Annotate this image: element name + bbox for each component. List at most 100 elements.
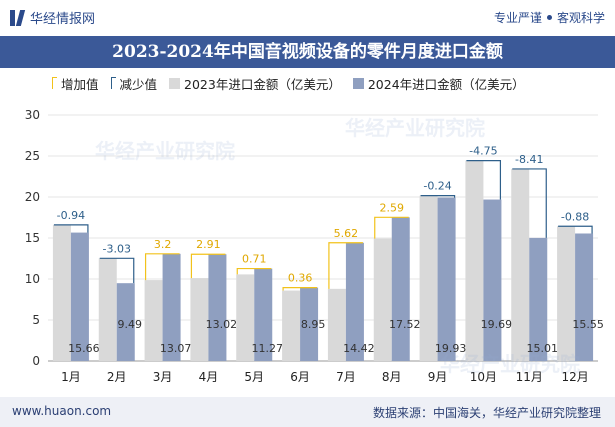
huajing-logo-icon [10, 9, 24, 26]
value-label-2024-11: 15.01 [527, 342, 559, 355]
change-bracket-9 [420, 195, 456, 198]
series-2023-swatch-icon [169, 77, 181, 89]
top-bar: 华经情报网 专业严谨 客观科学 [0, 0, 615, 36]
bar-2023-12 [557, 226, 576, 361]
value-label-2024-12: 15.55 [572, 318, 604, 331]
change-label-12: -0.88 [561, 210, 589, 223]
change-label-5: 0.71 [242, 253, 267, 266]
bar-2024-2 [116, 283, 135, 361]
change-label-3: 3.2 [154, 238, 172, 251]
legend-2024: 2024年进口金额（亿美元） [352, 74, 525, 93]
x-tick-label-10: 10月 [470, 370, 497, 384]
chart-legend: 增加值 减少值 2023年进口金额（亿美元） 2024年进口金额（亿美元） [52, 73, 537, 93]
y-tick-label-0: 0 [32, 354, 40, 368]
bar-2023-6 [282, 290, 301, 361]
x-tick-label-11: 11月 [516, 370, 543, 384]
legend-2023-label: 2023年进口金额（亿美元） [184, 76, 341, 92]
bar-chart: 0 5 10 15 20 25 30 -0.94 15.66 1月 -3.03 9.49 2月 3.2 13… [25, 108, 604, 384]
bar-2023-11 [511, 168, 530, 361]
bar-2024-11 [529, 237, 548, 361]
change-bracket-5 [236, 267, 272, 275]
x-tick-label-5: 5月 [244, 370, 264, 384]
legend-2024-label: 2024年进口金额（亿美元） [367, 76, 525, 92]
x-tick-label-9: 9月 [428, 370, 448, 384]
x-tick-label-4: 4月 [199, 370, 219, 384]
change-bracket-1 [53, 224, 89, 233]
value-label-2024-4: 13.02 [206, 318, 238, 331]
bar-2023-5 [236, 274, 255, 361]
change-label-4: 2.91 [196, 238, 221, 251]
legend-decrease: 减少值 [110, 74, 158, 93]
value-label-2024-2: 9.49 [118, 318, 143, 331]
change-bracket-11 [512, 168, 547, 238]
change-bracket-7 [328, 242, 363, 289]
change-bracket-8 [374, 216, 409, 239]
bar-2024-4 [208, 254, 227, 361]
bar-2023-10 [465, 160, 484, 361]
y-tick-label-20: 20 [25, 190, 40, 204]
x-tick-label-2: 2月 [107, 370, 127, 384]
change-label-11: -8.41 [515, 153, 543, 166]
y-tick-label-30: 30 [25, 108, 40, 122]
bar-2024-6 [300, 287, 319, 361]
change-label-1: -0.94 [57, 209, 85, 222]
decrease-swatch-icon [110, 77, 116, 89]
change-label-9: -0.24 [423, 180, 451, 193]
value-label-2024-8: 17.52 [389, 318, 421, 331]
bar-2024-9 [437, 197, 456, 361]
bar-2024-10 [483, 199, 502, 361]
change-bracket-4 [190, 253, 226, 279]
slogan-left: 专业严谨 [493, 11, 542, 25]
legend-increase: 增加值 [52, 74, 99, 93]
change-label-2: -3.03 [103, 242, 131, 255]
bar-2024-7 [345, 242, 364, 361]
bar-2023-9 [419, 195, 438, 361]
footer-source: 数据来源：中国海关，华经产业研究院整理 [372, 406, 601, 420]
bar-2024-5 [254, 268, 273, 361]
change-label-7: 5.62 [334, 227, 359, 240]
value-label-2024-1: 15.66 [68, 342, 100, 355]
value-label-2024-7: 14.42 [343, 342, 375, 355]
y-tick-label-5: 5 [32, 313, 40, 327]
change-label-6: 0.36 [288, 272, 313, 285]
chart-title: 2023-2024年中国音视频设备的零件月度进口金额 [0, 36, 615, 68]
footer: www.huaon.com 数据来源：中国海关，华经产业研究院整理 [0, 397, 615, 427]
slogan-right: 客观科学 [556, 11, 605, 25]
y-tick-label-15: 15 [25, 231, 40, 245]
brand: 华经情报网 [10, 8, 95, 27]
change-label-8: 2.59 [380, 201, 405, 214]
bar-2023-4 [190, 278, 209, 361]
increase-swatch-icon [52, 77, 57, 89]
bar-2024-8 [391, 217, 410, 361]
slogan: 专业严谨 客观科学 [494, 9, 605, 26]
bar-2023-2 [98, 258, 117, 361]
change-bracket-2 [99, 257, 135, 284]
value-label-2024-3: 13.07 [160, 342, 192, 355]
bar-2024-1 [70, 232, 89, 361]
bar-2023-3 [144, 280, 163, 361]
change-bracket-6 [282, 287, 318, 291]
value-label-2024-9: 19.93 [435, 342, 467, 355]
x-tick-label-6: 6月 [290, 370, 310, 384]
y-tick-label-10: 10 [25, 272, 40, 286]
x-tick-label-12: 12月 [561, 370, 588, 384]
footer-site: www.huaon.com [12, 404, 112, 418]
legend-decrease-label: 减少值 [119, 76, 158, 92]
series-2024-swatch-icon [352, 77, 364, 89]
bar-2023-8 [373, 238, 392, 361]
legend-2023: 2023年进口金额（亿美元） [169, 74, 341, 93]
x-tick-label-1: 1月 [61, 370, 81, 384]
y-tick-label-25: 25 [25, 149, 40, 163]
change-label-10: -4.75 [469, 145, 497, 158]
value-label-2024-5: 11.27 [252, 342, 284, 355]
bar-2024-12 [575, 233, 594, 361]
brand-name: 华经情报网 [30, 12, 96, 27]
x-tick-label-7: 7月 [336, 370, 356, 384]
x-tick-label-8: 8月 [382, 370, 402, 384]
bar-2024-3 [162, 253, 181, 361]
change-bracket-12 [558, 225, 593, 234]
bar-2023-7 [327, 288, 346, 361]
value-label-2024-6: 8.95 [301, 318, 326, 331]
change-bracket-3 [144, 253, 180, 281]
separator-dot-icon [546, 15, 552, 20]
